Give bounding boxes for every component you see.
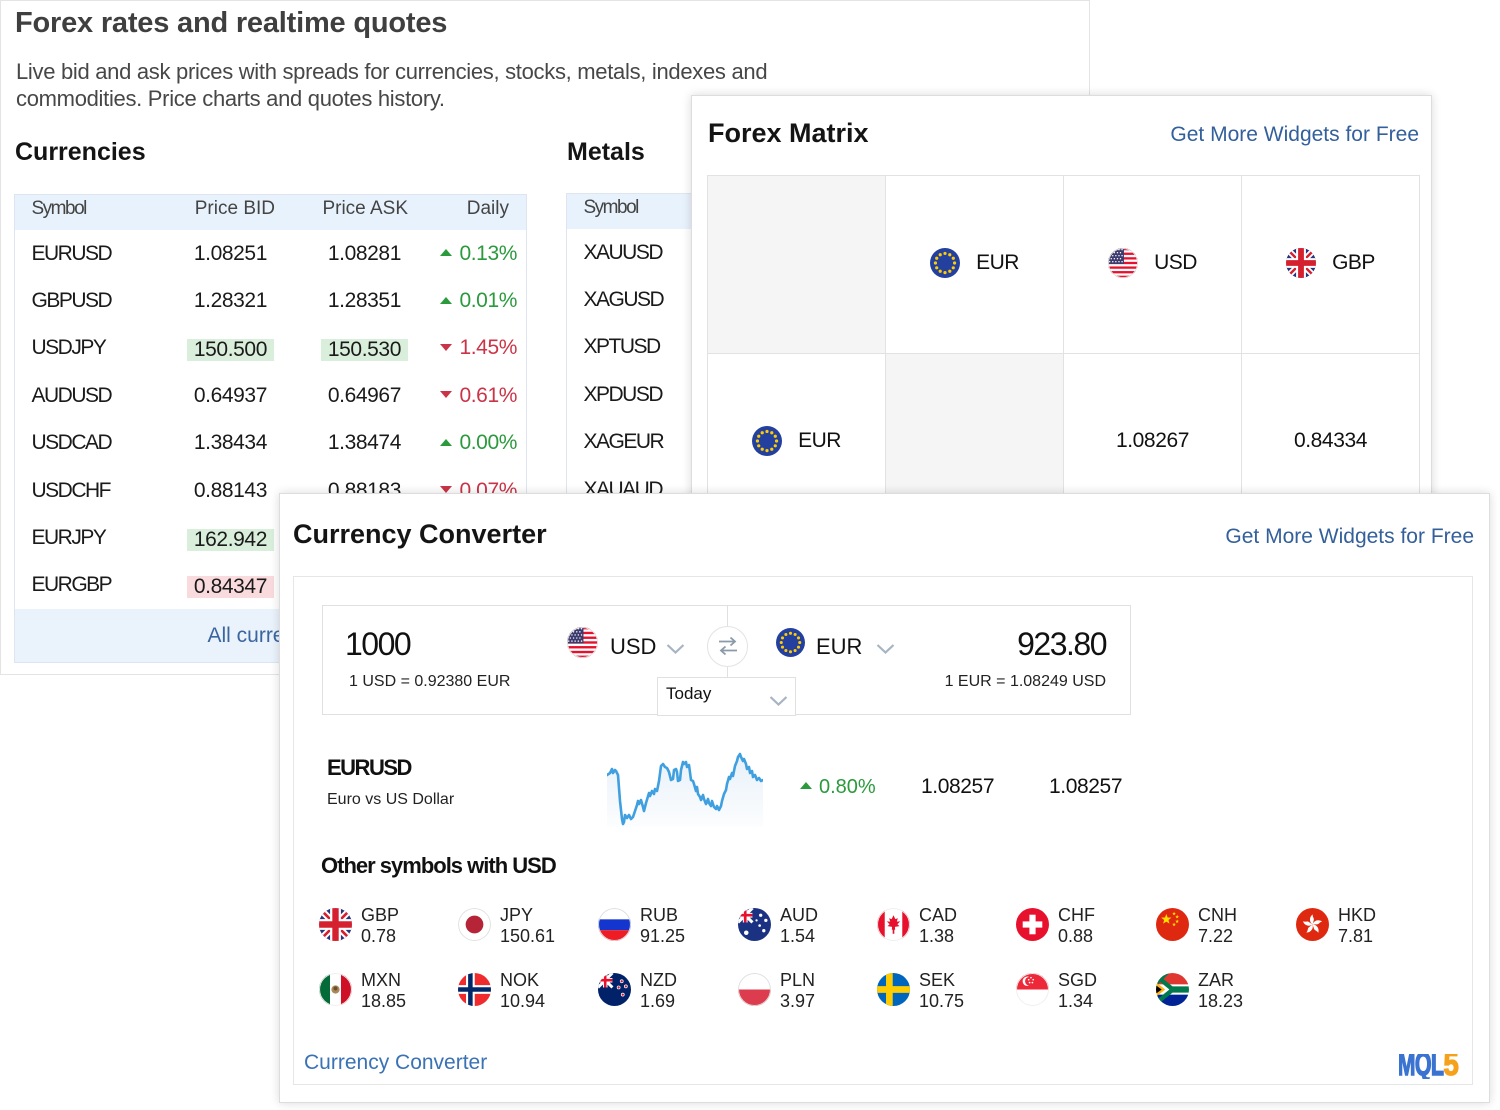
svg-text:MQL: MQL <box>1399 1054 1443 1079</box>
svg-text:5: 5 <box>1443 1054 1458 1079</box>
